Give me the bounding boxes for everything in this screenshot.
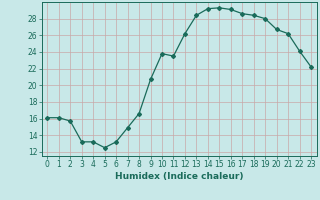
X-axis label: Humidex (Indice chaleur): Humidex (Indice chaleur) <box>115 172 244 181</box>
